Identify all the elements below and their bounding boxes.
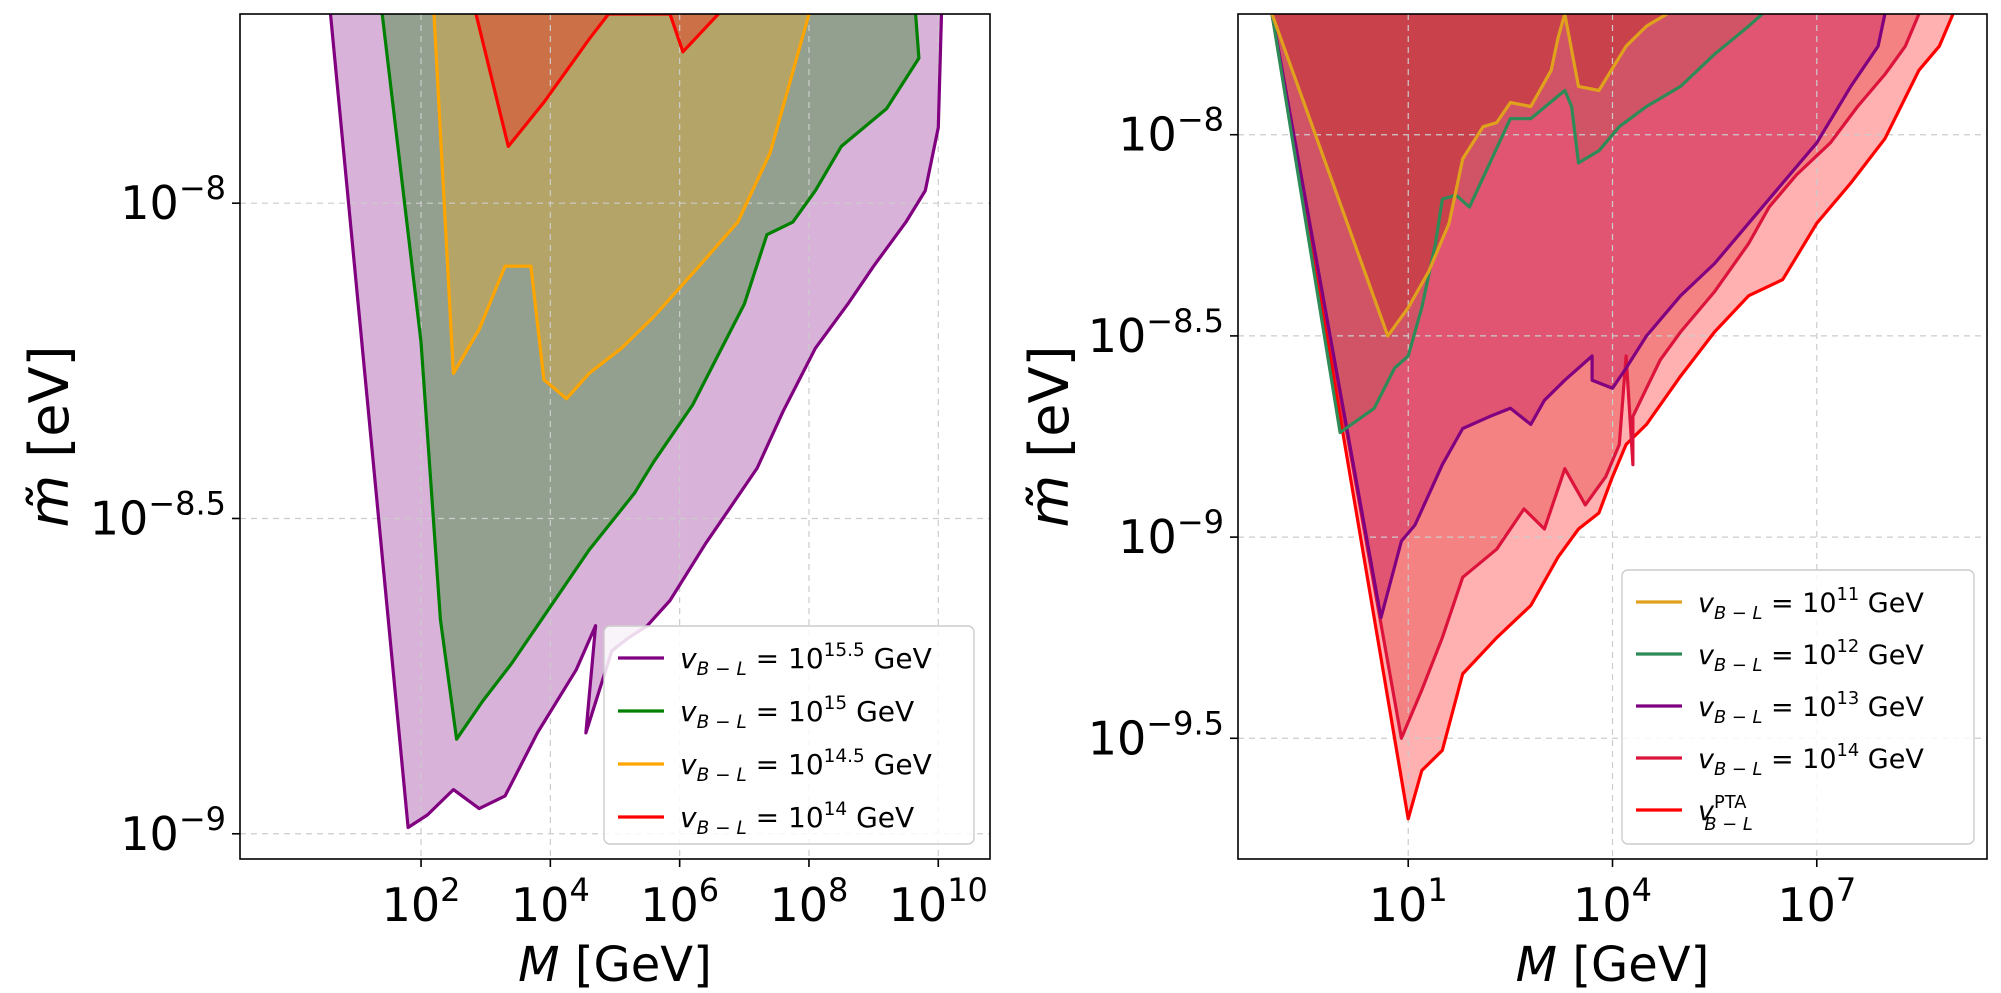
chart-left: 102 104 106 108 1010 10−810−8.510−9 M [GeV] … — [18, 13, 991, 993]
y-tick-label: 10−9 — [1118, 503, 1224, 564]
x-tick-label: 102 — [382, 871, 461, 932]
y-tick-label: 10−8 — [120, 169, 226, 230]
legend-entry: vB − L = 1013 GeV — [1698, 688, 1924, 728]
series-line-0-3 — [474, 14, 720, 148]
series-line-1-0 — [1270, 14, 1955, 821]
x-tick-label: 101 — [1369, 871, 1448, 932]
series-line-1-2 — [1270, 14, 1887, 620]
legend-entry: vB − L = 1014.5 GeV — [680, 746, 932, 786]
legend-entry: vB − L = 1015 GeV — [680, 693, 914, 733]
series-line-0-2 — [432, 14, 811, 401]
y-tick-label: 10−9 — [120, 800, 226, 861]
y-tick-label: 10−8.5 — [1088, 302, 1224, 363]
chart-right: 101 104 107 10−8 10−8.5 10−9 10−9.5 M [GeV] m… — [1018, 13, 1988, 993]
chart-left-frame — [239, 13, 991, 860]
legend-entry: vB − L = 1014 GeV — [1698, 740, 1924, 780]
chart-right-y-ticks: 10−8 10−8.5 10−9 10−9.5 — [1088, 101, 1238, 765]
chart-left-y-axis-label: m̃ [eV] — [18, 345, 81, 527]
legend-entry: vPTA B − L — [1698, 792, 1753, 835]
legend-box — [1621, 569, 1975, 845]
chart-left-x-axis-label: M [GeV] — [518, 937, 712, 993]
series-line-0-1 — [380, 14, 921, 741]
x-tick-label: 108 — [770, 871, 849, 932]
legend-entry: vB − L = 1011 GeV — [1698, 584, 1924, 624]
series-line-1-4 — [1270, 14, 1668, 338]
x-tick-label: 106 — [640, 871, 719, 932]
chart-right-x-axis-label: M [GeV] — [1516, 937, 1710, 993]
chart-left-y-ticks: 10−8 10−8.5 10−9 — [90, 169, 240, 861]
x-tick-label: 104 — [1573, 871, 1652, 932]
legend-entry: vB − L = 1014 GeV — [680, 799, 914, 839]
region-1-4 — [1272, 14, 1667, 336]
chart-right-x-ticks: 101 104 107 — [1369, 859, 1856, 932]
chart-left-legend: vB − L = 1015.5 GeV vB − L = 1015 GeV vB −… — [603, 625, 975, 845]
y-tick-label: 10−8 — [1118, 101, 1224, 162]
x-tick-label: 104 — [511, 871, 590, 932]
legend-entry: vB − L = 1015.5 GeV — [680, 640, 932, 680]
series-line-1-1 — [1270, 14, 1921, 740]
chart-right-legend: vB − L = 1011 GeV vB − L = 1012 GeV vB − L… — [1621, 569, 1975, 845]
chart-left-fills — [330, 14, 942, 828]
chart-right-y-axis-label: m̃ [eV] — [1018, 345, 1081, 527]
x-tick-label: 107 — [1777, 871, 1856, 932]
chart-right-lines — [1270, 14, 1955, 821]
series-line-1-3 — [1270, 14, 1764, 435]
y-tick-label: 10−9.5 — [1088, 704, 1224, 765]
chart-left-x-ticks: 102 104 106 108 1010 — [382, 859, 988, 932]
legend-entry: vB − L = 1012 GeV — [1698, 636, 1924, 676]
region-0-3 — [476, 14, 719, 147]
x-tick-label: 1010 — [889, 871, 988, 932]
y-tick-label: 10−8.5 — [90, 484, 226, 545]
legend-box — [603, 625, 975, 845]
